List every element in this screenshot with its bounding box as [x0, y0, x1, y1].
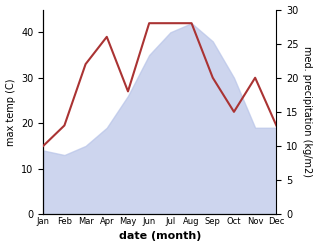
- X-axis label: date (month): date (month): [119, 231, 201, 242]
- Y-axis label: med. precipitation (kg/m2): med. precipitation (kg/m2): [302, 46, 313, 177]
- Y-axis label: max temp (C): max temp (C): [5, 78, 16, 145]
